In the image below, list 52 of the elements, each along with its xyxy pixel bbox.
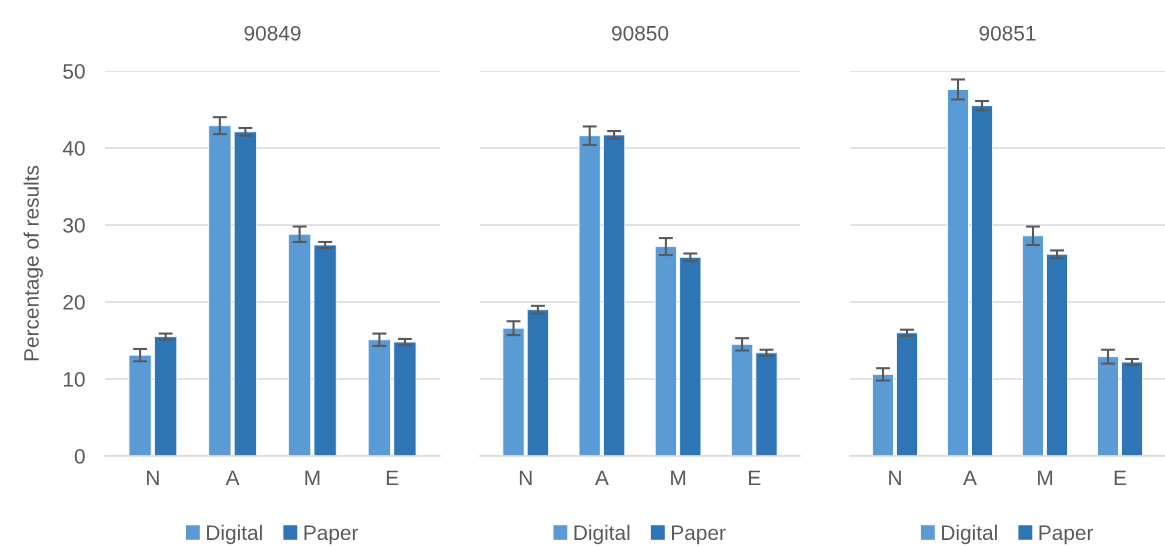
- legend-label: Digital: [942, 524, 997, 545]
- chart-title: 90849: [244, 25, 301, 41]
- bar: [603, 134, 626, 456]
- x-tick-label: N: [519, 470, 532, 485]
- bar: [896, 332, 918, 456]
- bar: [1046, 253, 1068, 456]
- legend-label: Paper: [304, 525, 359, 545]
- x-tick-label: A: [225, 470, 240, 485]
- bar: [128, 354, 152, 456]
- x-tick-label: N: [147, 470, 159, 485]
- legend-label: Paper: [1039, 525, 1094, 545]
- bar: [208, 125, 232, 456]
- bar: [288, 233, 312, 456]
- chart-title: 90850: [612, 25, 669, 41]
- bar: [578, 135, 601, 456]
- bar: [367, 339, 391, 456]
- x-tick-label: N: [889, 470, 901, 485]
- bar: [731, 343, 754, 456]
- x-tick-label: A: [963, 470, 977, 485]
- legend-label: Paper: [672, 525, 726, 545]
- bar: [154, 336, 178, 456]
- bar: [1022, 235, 1044, 456]
- bar: [393, 341, 417, 456]
- bar: [1097, 356, 1119, 456]
- x-tick-label: M: [671, 470, 686, 485]
- bar: [526, 309, 549, 456]
- y-axis-title: Percentage of results: [23, 165, 43, 361]
- y-tick-label: 0: [74, 449, 85, 464]
- bar: [872, 373, 894, 456]
- x-tick-label: E: [749, 470, 761, 485]
- x-tick-label: E: [1114, 470, 1127, 485]
- x-tick-label: M: [305, 470, 320, 485]
- bar: [971, 105, 993, 456]
- y-tick-label: 40: [62, 141, 85, 156]
- bar: [654, 246, 677, 456]
- y-tick-label: 10: [63, 372, 85, 387]
- x-tick-label: A: [595, 470, 609, 485]
- x-tick-label: E: [386, 470, 399, 485]
- bar: [947, 89, 969, 456]
- chart-title: 90851: [979, 25, 1036, 41]
- bar: [679, 256, 702, 456]
- bar: [502, 327, 525, 456]
- x-tick-label: M: [1038, 470, 1052, 485]
- legend-label: Digital: [207, 524, 262, 545]
- y-tick-label: 20: [63, 295, 85, 310]
- bar: [313, 244, 337, 456]
- y-tick-label: 30: [63, 218, 85, 233]
- y-tick-label: 50: [63, 64, 85, 79]
- legend-label: Digital: [574, 524, 630, 545]
- bar: [755, 352, 778, 456]
- bar: [233, 131, 257, 456]
- bar: [1121, 361, 1143, 456]
